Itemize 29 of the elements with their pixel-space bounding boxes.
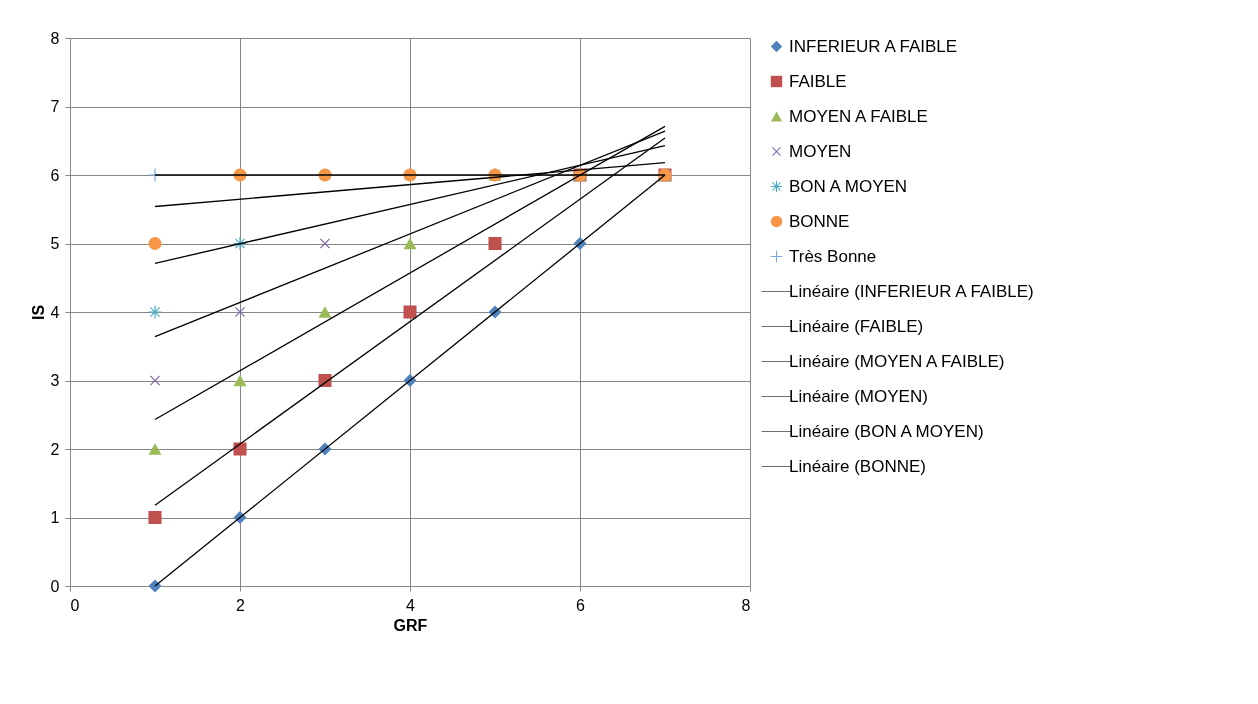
legend-label: FAIBLE bbox=[789, 71, 847, 91]
legend-label: MOYEN A FAIBLE bbox=[789, 106, 928, 126]
x-tick-label: 0 bbox=[70, 596, 80, 614]
legend-label: Linéaire (BON A MOYEN) bbox=[789, 421, 984, 441]
legend-label: Linéaire (MOYEN A FAIBLE) bbox=[789, 351, 1005, 371]
y-tick-label: 2 bbox=[50, 440, 60, 458]
y-tick-label: 5 bbox=[50, 235, 60, 252]
y-tick-label: 4 bbox=[50, 303, 60, 321]
x-tick-label: 2 bbox=[236, 596, 246, 614]
y-axis-title: IS bbox=[29, 304, 47, 321]
legend-label: Linéaire (INFERIEUR A FAIBLE) bbox=[789, 281, 1034, 301]
y-tick-label: 3 bbox=[50, 372, 60, 389]
legend-label: Linéaire (MOYEN) bbox=[789, 386, 928, 406]
y-tick-label: 1 bbox=[50, 509, 60, 526]
legend-label: MOYEN bbox=[789, 141, 852, 161]
x-tick-label: 6 bbox=[576, 596, 586, 614]
legend-label: BONNE bbox=[789, 211, 850, 231]
x-tick-label: 8 bbox=[741, 596, 751, 614]
legend-label: Très Bonne bbox=[789, 246, 877, 266]
legend-label: Linéaire (FAIBLE) bbox=[789, 316, 924, 336]
legend-label: BON A MOYEN bbox=[789, 176, 908, 196]
y-tick-label: 7 bbox=[50, 98, 60, 115]
y-tick-label: 6 bbox=[50, 166, 60, 184]
x-axis-title: GRF bbox=[393, 616, 428, 634]
legend-label: INFERIEUR A FAIBLE bbox=[789, 36, 958, 56]
legend-label: Linéaire (BONNE) bbox=[789, 456, 926, 476]
y-tick-label: 0 bbox=[50, 577, 60, 595]
y-tick-label: 8 bbox=[50, 29, 60, 47]
x-tick-label: 4 bbox=[406, 596, 416, 614]
